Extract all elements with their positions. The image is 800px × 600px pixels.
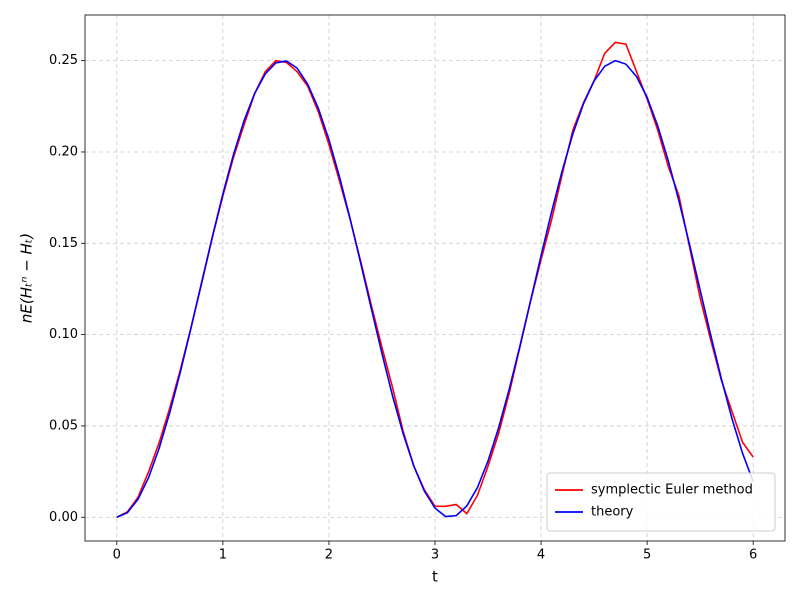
legend-label: theory — [591, 505, 634, 520]
x-tick-label: 3 — [431, 548, 439, 563]
legend-box — [546, 472, 776, 532]
plot-frame — [84, 14, 786, 542]
y-tick-label: 0.05 — [49, 418, 78, 433]
x-tick-label: 6 — [749, 548, 757, 563]
legend: symplectic Euler method theory — [546, 472, 776, 532]
y-axis-label: nE(Hₜⁿ − Hₜ) — [18, 233, 36, 323]
y-tick-label: 0.20 — [49, 144, 78, 159]
legend-label: symplectic Euler method — [591, 483, 753, 498]
data-line — [116, 59, 754, 518]
x-axis-label: t — [432, 568, 438, 586]
y-tick-label: 0.00 — [49, 510, 78, 525]
y-tick-label: 0.10 — [49, 327, 78, 342]
y-tick-label: 0.15 — [49, 236, 78, 251]
x-tick-label: 4 — [537, 548, 545, 563]
x-tick-label: 2 — [325, 548, 333, 563]
x-tick-label: 0 — [113, 548, 121, 563]
y-tick-label: 0.25 — [49, 53, 78, 68]
x-tick-label: 5 — [643, 548, 651, 563]
x-tick-label: 1 — [219, 548, 227, 563]
